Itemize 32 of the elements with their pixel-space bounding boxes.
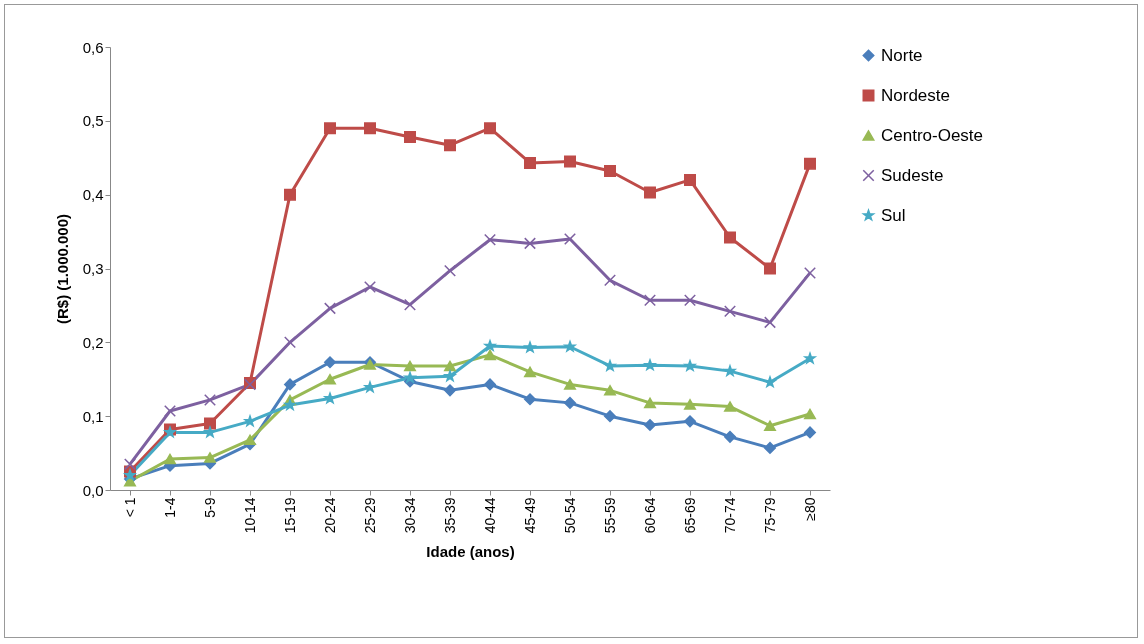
x-tick-label: 5-9	[201, 497, 218, 518]
y-tick-label: 0,1	[82, 407, 104, 425]
legend-label: Norte	[881, 45, 923, 65]
x-tick-label: < 1	[121, 497, 138, 518]
y-tick-label: 0,4	[82, 186, 104, 204]
x-tick-label: 1-4	[161, 497, 178, 518]
x-tick-label: 45-49	[521, 497, 538, 534]
x-tick-label: 60-64	[641, 497, 658, 534]
x-tick-label: 25-29	[361, 497, 378, 534]
x-tick-label: 75-79	[761, 497, 778, 534]
x-tick-label: 40-44	[481, 497, 498, 534]
x-tick-label: 65-69	[681, 497, 698, 534]
legend-label: Sul	[881, 205, 906, 225]
x-tick-label: 55-59	[601, 497, 618, 534]
y-tick-label: 0,3	[82, 260, 104, 277]
x-tick-label: ≥80	[801, 497, 818, 521]
x-tick-label: 10-14	[241, 497, 258, 534]
y-tick-label: 0,2	[82, 333, 104, 351]
y-tick-label: 0,5	[82, 112, 104, 130]
x-tick-label: 35-39	[441, 497, 458, 534]
y-tick-label: 0,0	[82, 481, 104, 499]
x-tick-label: 70-74	[721, 497, 738, 534]
legend-label: Nordeste	[881, 85, 950, 105]
x-tick-label: 15-19	[281, 497, 298, 534]
x-tick-label: 50-54	[561, 497, 578, 534]
y-axis-title: (R$) (1.000.000)	[53, 213, 71, 325]
x-tick-label: 30-34	[401, 497, 418, 534]
legend-label: Centro-Oeste	[881, 125, 984, 145]
y-tick-label: 0,6	[82, 38, 104, 56]
legend-label: Sudeste	[881, 165, 944, 185]
x-tick-label: 20-24	[321, 497, 338, 534]
x-axis-title: Idade (anos)	[426, 543, 515, 561]
